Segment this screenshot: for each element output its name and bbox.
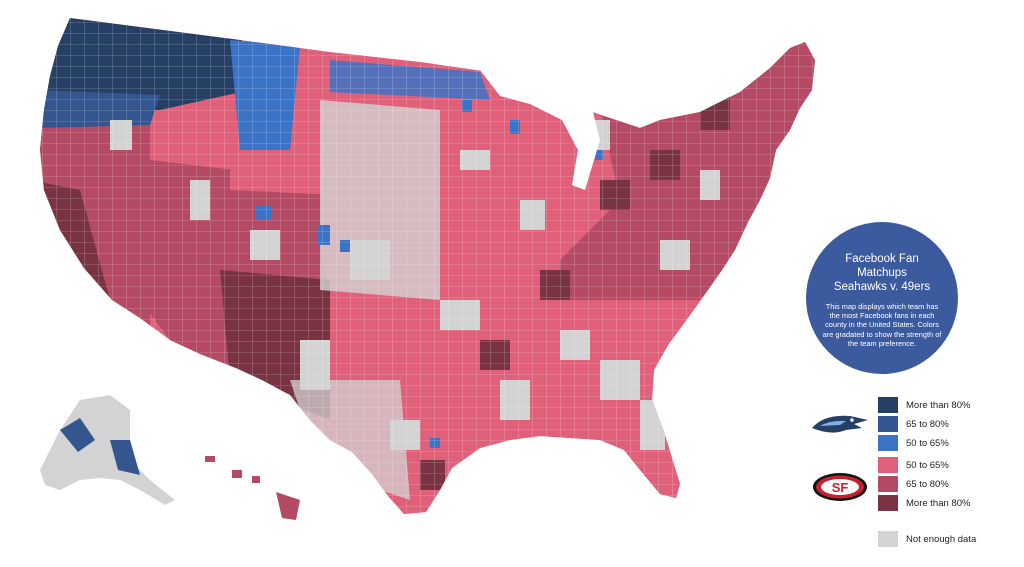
- legend-swatch: [878, 457, 898, 473]
- legend-label: Not enough data: [906, 533, 977, 545]
- legend-swatch: [878, 416, 898, 432]
- region-alaska: [40, 395, 175, 505]
- info-circle: Facebook Fan Matchups Seahawks v. 49ers …: [806, 222, 958, 374]
- legend-label: 50 to 65%: [906, 437, 949, 449]
- legend-item-seahawks-80: More than 80%: [878, 396, 970, 414]
- legend-swatch: [878, 476, 898, 492]
- legend-item-49ers-50: 50 to 65%: [878, 456, 949, 474]
- legend-item-seahawks-50: 50 to 65%: [878, 434, 949, 452]
- 49ers-logo-icon: SF: [813, 473, 867, 501]
- legend-item-no-data: Not enough data: [878, 530, 976, 548]
- legend-label: 65 to 80%: [906, 478, 949, 490]
- map-legend: SF More than 80% 65 to 80% 50 to 65% 50 …: [808, 396, 1018, 556]
- region-hawaii: [205, 456, 300, 520]
- legend-item-49ers-65: 65 to 80%: [878, 475, 949, 493]
- legend-swatch: [878, 397, 898, 413]
- 49ers-logo-text: SF: [832, 480, 849, 495]
- legend-swatch: [878, 435, 898, 451]
- info-subtitle: Seahawks v. 49ers: [833, 281, 931, 293]
- legend-swatch: [878, 531, 898, 547]
- info-description: This map displays which team has the mos…: [822, 302, 942, 348]
- legend-label: 50 to 65%: [906, 459, 949, 471]
- legend-label: 65 to 80%: [906, 418, 949, 430]
- seahawks-logo-icon: [812, 415, 868, 433]
- legend-label: More than 80%: [906, 399, 971, 411]
- legend-item-49ers-80: More than 80%: [878, 494, 970, 512]
- legend-swatch: [878, 495, 898, 511]
- region-alaska-blue: [60, 418, 140, 475]
- great-lakes: [480, 70, 600, 190]
- legend-item-seahawks-65: 65 to 80%: [878, 415, 949, 433]
- info-title: Facebook Fan Matchups: [845, 253, 919, 279]
- legend-label: More than 80%: [906, 497, 971, 509]
